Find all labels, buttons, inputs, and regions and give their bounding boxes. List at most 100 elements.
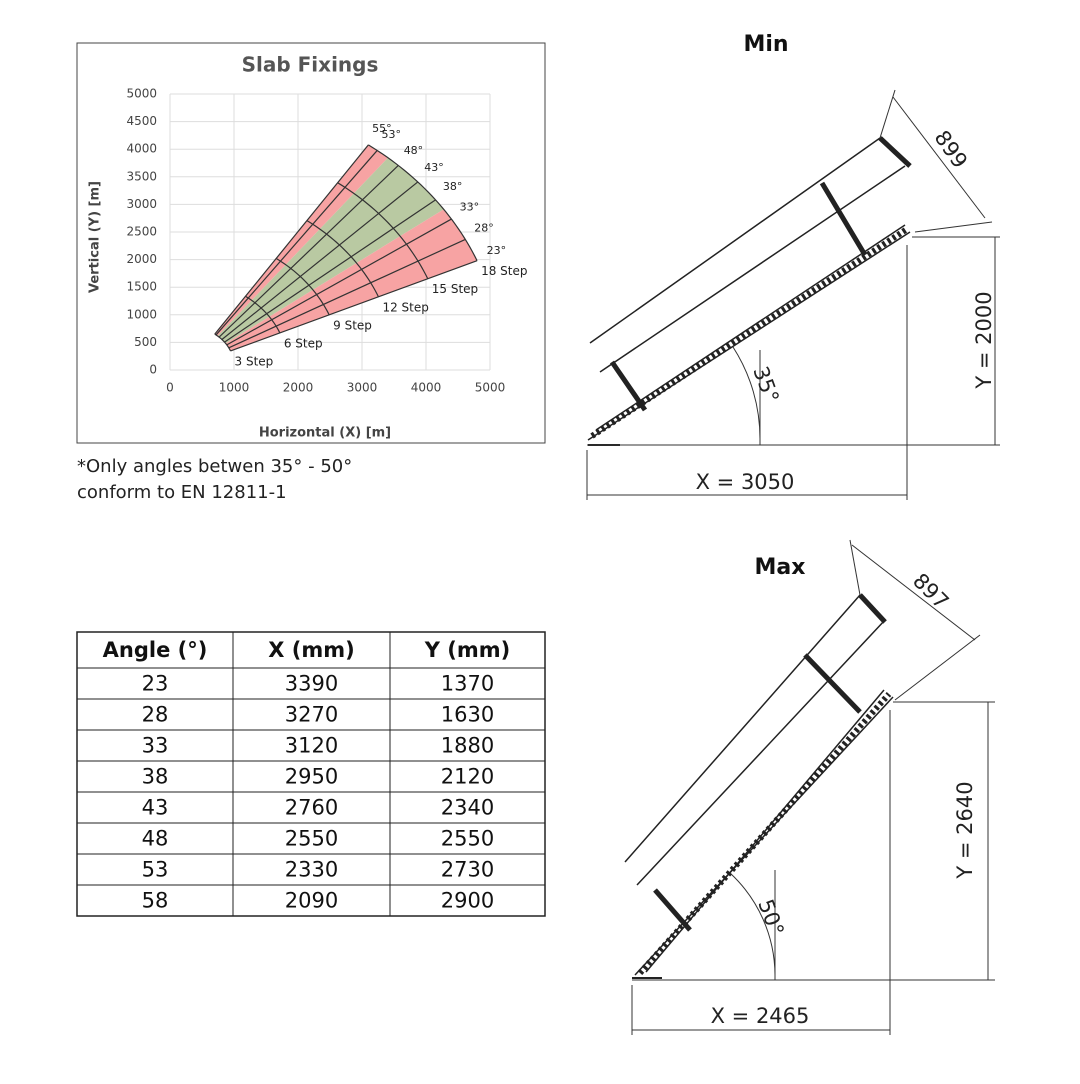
x-tick-label: 5000 bbox=[475, 381, 506, 395]
handrail bbox=[636, 619, 886, 886]
x-label: X = 3050 bbox=[696, 470, 795, 494]
dimension-line bbox=[851, 544, 976, 641]
y-tick-label: 0 bbox=[149, 363, 157, 377]
table-cell: 2550 bbox=[441, 827, 494, 851]
angle-label: 55° bbox=[372, 122, 392, 135]
x-tick-label: 4000 bbox=[411, 381, 442, 395]
step-arc bbox=[214, 333, 232, 352]
diagram-title: Min bbox=[743, 32, 788, 57]
note: *Only angles betwen 35° - 50° bbox=[77, 456, 352, 477]
step-label: 3 Step bbox=[235, 354, 274, 368]
extension-line bbox=[879, 89, 896, 139]
y-tick-label: 1500 bbox=[126, 280, 157, 294]
diagram-max: Max 897 Y = 2640 50° X = 2465 bbox=[624, 539, 995, 1035]
y-tick-label: 3000 bbox=[126, 197, 157, 211]
table-cell: 2760 bbox=[285, 796, 338, 820]
y-tick-label: 5000 bbox=[126, 87, 157, 101]
angle-label: 48° bbox=[404, 144, 424, 157]
table-cell: 2550 bbox=[285, 827, 338, 851]
zone bbox=[214, 144, 388, 337]
stringer bbox=[595, 224, 906, 431]
step-arc bbox=[368, 144, 478, 261]
table-cell: 2730 bbox=[441, 858, 494, 882]
y-tick-label: 2000 bbox=[126, 252, 157, 266]
x-tick-label: 1000 bbox=[219, 381, 250, 395]
angle-arc bbox=[729, 872, 776, 976]
angle-line bbox=[215, 150, 378, 336]
table-cell: 38 bbox=[142, 765, 169, 789]
step-arc bbox=[275, 257, 330, 316]
post bbox=[609, 360, 648, 412]
step-label: 6 Step bbox=[284, 336, 323, 350]
table-cell: 3390 bbox=[285, 672, 338, 696]
angle-label: 35° bbox=[748, 363, 783, 406]
step-label: 18 Step bbox=[481, 264, 527, 278]
table-cell: 2340 bbox=[441, 796, 494, 820]
angle-line bbox=[214, 144, 369, 335]
zone bbox=[225, 209, 478, 351]
y-tick-label: 500 bbox=[134, 335, 157, 349]
x-axis-label: Horizontal (X) [m] bbox=[259, 426, 391, 441]
x-tick-label: 3000 bbox=[347, 381, 378, 395]
y-tick-label: 1000 bbox=[126, 307, 157, 321]
angle-label: 38° bbox=[443, 180, 463, 193]
table-cell: 23 bbox=[142, 672, 169, 696]
table-cell: 2330 bbox=[285, 858, 338, 882]
step-label: 12 Step bbox=[382, 300, 428, 314]
y-tick-label: 4500 bbox=[126, 114, 157, 128]
handrail bbox=[589, 137, 881, 344]
table-cell: 1370 bbox=[441, 672, 494, 696]
table-cell: 48 bbox=[142, 827, 169, 851]
table-header: X (mm) bbox=[268, 638, 354, 662]
angle-label: 53° bbox=[381, 128, 401, 141]
y-tick-label: 2500 bbox=[126, 225, 157, 239]
step-arc bbox=[337, 182, 429, 279]
stringer bbox=[634, 696, 894, 976]
post bbox=[819, 181, 868, 257]
angle-label: 33° bbox=[460, 200, 480, 213]
diagram-min: Min 899 Y = 2000 35° X = 3050 bbox=[586, 32, 1000, 500]
y-tick-label: 4000 bbox=[126, 142, 157, 156]
table-header: Angle (°) bbox=[103, 638, 208, 662]
step-arc bbox=[306, 220, 379, 298]
post bbox=[878, 136, 912, 168]
angle-label: 28° bbox=[474, 222, 494, 235]
step-arc bbox=[245, 295, 281, 334]
angle-line bbox=[218, 165, 399, 338]
treads bbox=[637, 692, 892, 975]
table-cell: 53 bbox=[142, 858, 169, 882]
y-tick-label: 3500 bbox=[126, 169, 157, 183]
chart-title: Slab Fixings bbox=[242, 53, 379, 77]
treads bbox=[590, 226, 909, 439]
table-cell: 43 bbox=[142, 796, 169, 820]
y-axis-label: Vertical (Y) [m] bbox=[88, 181, 103, 293]
angle-label: 23° bbox=[487, 244, 507, 257]
table-cell: 3120 bbox=[285, 734, 338, 758]
table: Angle (°) X (mm) Y (mm) 23 3390 1370 28 3270 163… bbox=[76, 631, 546, 917]
table-cell: 2900 bbox=[441, 889, 494, 913]
x-label: X = 2465 bbox=[711, 1004, 810, 1028]
post bbox=[803, 653, 862, 714]
step-label: 15 Step bbox=[432, 282, 478, 296]
x-tick-label: 0 bbox=[166, 381, 174, 395]
extension-line bbox=[914, 221, 993, 233]
table-cell: 2120 bbox=[441, 765, 494, 789]
step-label: 9 Step bbox=[333, 318, 372, 332]
handrail bbox=[599, 165, 906, 373]
angle-label: 50° bbox=[753, 896, 788, 939]
table-cell: 3270 bbox=[285, 703, 338, 727]
note: conform to EN 12811-1 bbox=[77, 482, 287, 503]
post bbox=[653, 888, 692, 932]
table-cell: 28 bbox=[142, 703, 169, 727]
table-cell: 1880 bbox=[441, 734, 494, 758]
post bbox=[858, 593, 887, 624]
dimension-line bbox=[892, 96, 986, 219]
angle-line bbox=[221, 181, 419, 340]
table-header: Y (mm) bbox=[424, 638, 510, 662]
angle-label: 43° bbox=[424, 161, 444, 174]
width-label: 899 bbox=[929, 126, 972, 173]
y-label: Y = 2640 bbox=[953, 781, 977, 879]
table-cell: 58 bbox=[142, 889, 169, 913]
